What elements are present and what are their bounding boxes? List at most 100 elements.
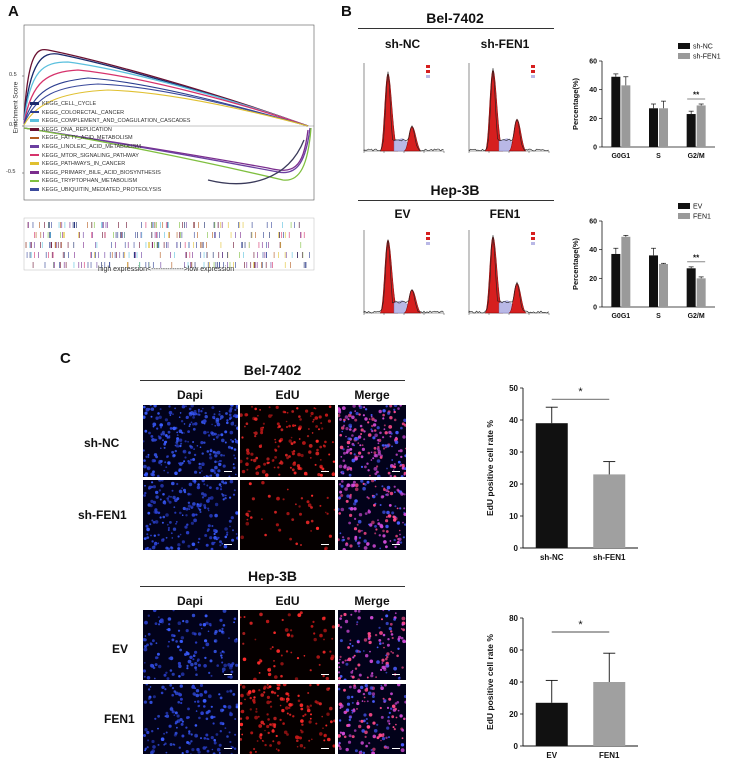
cell-nucleus <box>343 688 346 692</box>
cell-nucleus <box>214 502 219 507</box>
cell-nucleus <box>391 636 394 640</box>
cell-nucleus <box>399 533 401 536</box>
cell-nucleus <box>188 425 191 427</box>
cell-nucleus <box>178 664 182 669</box>
cell-nucleus <box>174 731 178 735</box>
cell-nucleus <box>151 739 155 744</box>
cell-nucleus <box>224 527 228 531</box>
cell-nucleus <box>230 516 234 520</box>
cell-nucleus <box>163 469 165 472</box>
cell-nucleus <box>382 610 385 612</box>
cell-nucleus <box>402 639 406 644</box>
gsea-curve-ubiquitin <box>23 83 309 127</box>
cell-nucleus <box>200 627 203 630</box>
cell-nucleus <box>205 746 208 749</box>
cell-nucleus <box>329 706 333 711</box>
cell-nucleus <box>317 473 321 477</box>
cell-nucleus <box>331 637 334 640</box>
cell-nucleus <box>341 661 345 664</box>
cell-nucleus <box>364 483 367 486</box>
cell-nucleus <box>151 749 155 753</box>
cell-nucleus <box>358 513 363 517</box>
cell-nucleus <box>328 453 331 456</box>
y-tick-label: 10 <box>509 512 518 521</box>
cell-nucleus <box>400 492 404 496</box>
cell-nucleus <box>252 701 256 704</box>
cell-nucleus <box>289 466 292 469</box>
cell-nucleus <box>220 656 223 659</box>
cell-nucleus <box>206 484 209 487</box>
x-tick-label: S <box>656 313 661 320</box>
cell-nucleus <box>181 487 183 489</box>
x-tick-label: sh-NC <box>540 553 564 562</box>
cell-nucleus <box>379 706 382 710</box>
cell-nucleus <box>224 441 227 444</box>
cell-nucleus <box>389 622 393 626</box>
cell-nucleus <box>179 639 183 643</box>
cell-nucleus <box>260 431 264 435</box>
gsea-legend-item: KEGG_PRIMARY_BILE_ACID_BIOSYNTHESIS <box>30 169 190 178</box>
cell-nucleus <box>294 424 297 427</box>
cell-nucleus <box>258 724 263 728</box>
cell-nucleus <box>340 484 344 488</box>
cell-nucleus <box>273 660 275 662</box>
cell-nucleus <box>403 418 406 422</box>
cell-nucleus <box>339 418 342 421</box>
cell-nucleus <box>233 747 237 750</box>
cell-nucleus <box>360 685 364 690</box>
cell-nucleus <box>214 630 218 634</box>
cell-nucleus <box>396 521 401 525</box>
cell-nucleus <box>211 748 214 751</box>
cell-nucleus <box>158 664 162 669</box>
cell-nucleus <box>315 425 318 428</box>
cell-nucleus <box>150 499 154 503</box>
cell-nucleus <box>364 417 368 421</box>
cell-nucleus <box>194 666 197 670</box>
legend-swatch <box>678 203 690 209</box>
cell-nucleus <box>382 534 386 538</box>
cell-nucleus <box>365 654 369 658</box>
cell-nucleus <box>147 511 151 515</box>
cell-nucleus <box>213 528 217 533</box>
cell-nucleus <box>374 454 379 458</box>
cell-nucleus <box>347 646 350 649</box>
cell-nucleus <box>354 667 358 670</box>
cell-nucleus <box>306 500 310 504</box>
cell-nucleus <box>152 422 157 427</box>
cell-nucleus <box>210 448 212 451</box>
cell-nucleus <box>366 480 370 484</box>
cell-nucleus <box>206 499 210 503</box>
flow-histogram-svg <box>363 63 445 153</box>
cell-nucleus <box>367 469 370 472</box>
cell-nucleus <box>373 729 378 733</box>
cell-nucleus <box>191 513 196 517</box>
cell-nucleus <box>351 434 354 437</box>
cell-nucleus <box>213 715 216 719</box>
cell-nucleus <box>188 732 191 735</box>
cell-nucleus <box>183 423 186 425</box>
cell-nucleus <box>338 671 341 674</box>
cell-nucleus <box>255 456 258 460</box>
cell-nucleus <box>247 510 250 513</box>
cell-nucleus <box>197 507 200 510</box>
cell-nucleus <box>299 736 302 740</box>
cell-nucleus <box>349 685 352 689</box>
cell-nucleus <box>346 448 350 453</box>
cell-nucleus <box>271 729 275 733</box>
cell-nucleus <box>318 428 320 431</box>
cell-nucleus <box>190 753 192 754</box>
cell-nucleus <box>325 511 327 514</box>
cell-nucleus <box>269 744 272 747</box>
cell-nucleus <box>214 465 218 470</box>
cell-nucleus <box>292 462 296 466</box>
cell-nucleus <box>260 720 264 725</box>
cell-nucleus <box>260 444 262 447</box>
cell-nucleus <box>307 692 310 694</box>
gsea-curve-mtor <box>23 69 309 127</box>
cell-nucleus <box>144 429 148 433</box>
flow-g2-peak <box>403 289 422 314</box>
cell-nucleus <box>176 437 180 441</box>
cell-nucleus <box>203 493 207 497</box>
cell-nucleus <box>397 676 401 680</box>
